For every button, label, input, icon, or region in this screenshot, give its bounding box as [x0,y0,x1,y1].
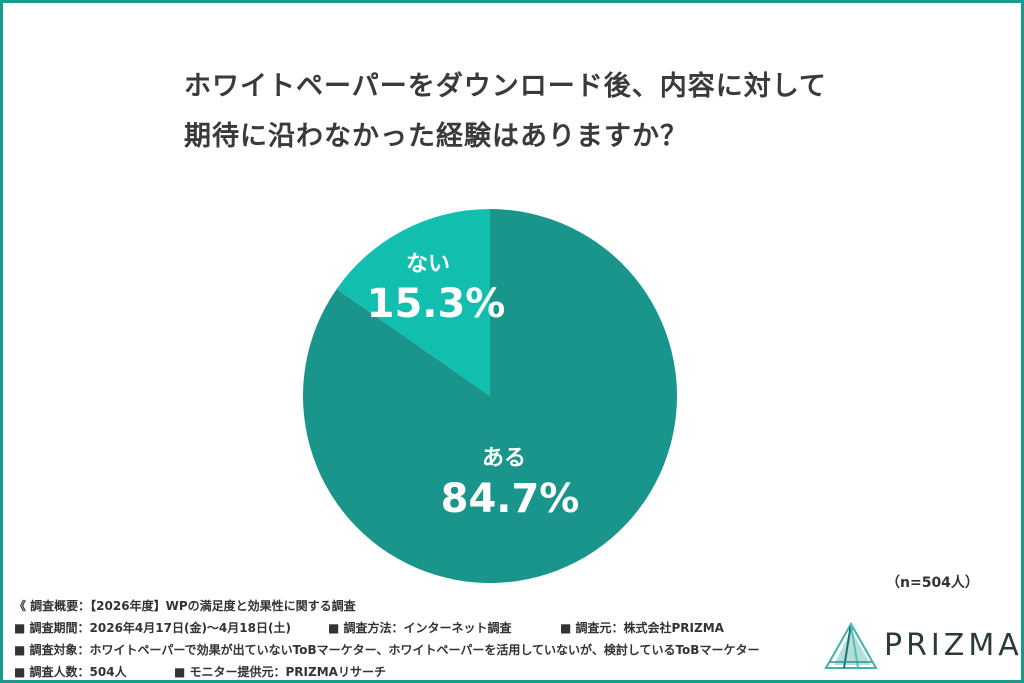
sample-size: （n=504人） [886,575,979,591]
prism-logo-icon [824,621,878,669]
note-summary: 《 調査概要：【2026年度】WPの満足度と効果性に関する調査 [14,599,356,613]
note-method: ■ 調査方法：インターネット調査 [328,621,512,635]
prizma-logo: PRIZMA [824,621,1019,672]
logo-wordmark: PRIZMA [884,628,1023,663]
title-line-2: 期待に沿わなかった経験はありますか？ [184,121,688,152]
slice-value-aru: 84.7% [441,476,580,522]
note-target: ■ 調査対象：ホワイトペーパーで効果が出ていないToBマーケター、ホワイトペーパ… [14,643,760,657]
slice-label-aru: ある [482,446,526,471]
note-period: ■ 調査期間：2026年4月17日(金)～4月18日(土) [14,621,291,635]
slice-label-nai: ない [406,252,450,277]
note-provider: ■ モニター提供元：PRIZMAリサーチ [174,665,386,679]
note-count: ■ 調査人数：504人 [14,665,127,679]
pie-slice-nai [336,209,490,396]
slice-value-nai: 15.3% [367,281,506,327]
title-line-1: ホワイトペーパーをダウンロード後、内容に対して [184,71,827,102]
chart-title: ホワイトペーパーをダウンロード後、内容に対して 期待に沿わなかった経験はあります… [184,62,827,162]
note-source: ■ 調査元：株式会社PRIZMA [560,621,724,635]
